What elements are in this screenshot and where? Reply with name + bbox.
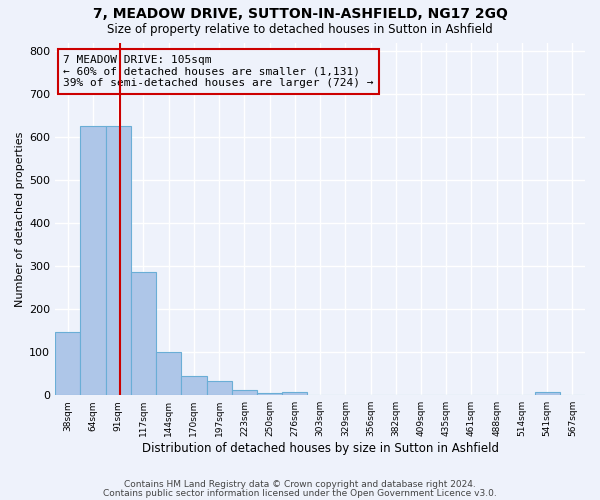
Text: Contains public sector information licensed under the Open Government Licence v3: Contains public sector information licen… <box>103 488 497 498</box>
Text: Contains HM Land Registry data © Crown copyright and database right 2024.: Contains HM Land Registry data © Crown c… <box>124 480 476 489</box>
Text: 7, MEADOW DRIVE, SUTTON-IN-ASHFIELD, NG17 2GQ: 7, MEADOW DRIVE, SUTTON-IN-ASHFIELD, NG1… <box>92 8 508 22</box>
Bar <box>232 390 257 395</box>
X-axis label: Distribution of detached houses by size in Sutton in Ashfield: Distribution of detached houses by size … <box>142 442 499 455</box>
Y-axis label: Number of detached properties: Number of detached properties <box>15 131 25 306</box>
Bar <box>257 393 282 395</box>
Bar <box>131 272 156 395</box>
Bar <box>206 382 232 395</box>
Bar <box>181 376 206 395</box>
Bar <box>156 352 181 395</box>
Bar <box>106 126 131 395</box>
Bar <box>282 392 307 395</box>
Bar <box>80 126 106 395</box>
Bar <box>55 332 80 395</box>
Text: 7 MEADOW DRIVE: 105sqm
← 60% of detached houses are smaller (1,131)
39% of semi-: 7 MEADOW DRIVE: 105sqm ← 60% of detached… <box>63 55 374 88</box>
Text: Size of property relative to detached houses in Sutton in Ashfield: Size of property relative to detached ho… <box>107 22 493 36</box>
Bar <box>535 392 560 395</box>
